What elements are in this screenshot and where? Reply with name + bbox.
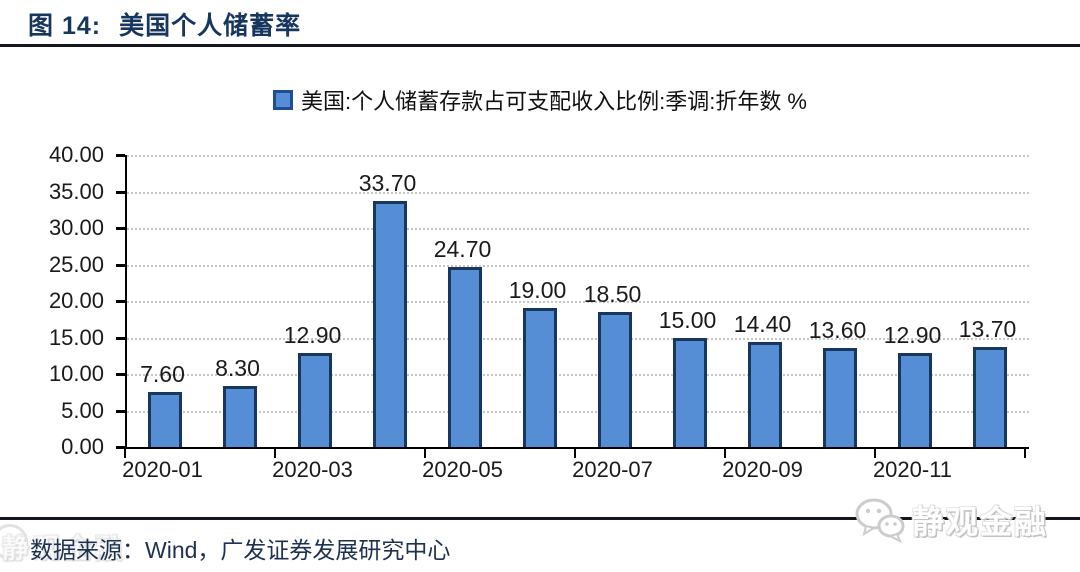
gridline [127,228,1029,230]
bar [897,352,932,447]
x-tick-label: 2020-01 [122,457,203,482]
x-tick-mark [1024,449,1026,458]
x-tick-label: 2020-07 [572,457,653,482]
x-tick-mark [574,449,576,458]
bar [672,337,707,447]
bar-value-label: 13.70 [958,315,1017,342]
bar-value-label: 14.40 [733,310,792,337]
bar-value-label: 13.60 [808,316,867,343]
x-tick-mark [124,449,126,458]
chart-legend: 美国:个人储蓄存款占可支配收入比例:季调:折年数 % [0,87,1080,114]
y-tick-label: 35.00 [48,178,104,204]
bar [372,201,407,447]
bar-value-label: 19.00 [508,277,567,304]
figure-number-label: 图 14: [28,12,102,40]
y-tick-label: 25.00 [48,251,104,277]
bar [147,391,182,447]
y-tick-label: 10.00 [48,361,104,386]
y-tick-mark [116,190,125,194]
bar-value-label: 12.90 [883,321,942,348]
watermark-ghost-text: 静观金融 [2,534,126,564]
gridline [127,337,1029,340]
y-tick-mark [116,227,125,230]
bar [447,266,482,447]
bar-value-label: 18.50 [583,280,642,307]
bar [297,352,332,447]
gridline [127,191,1029,194]
bar-value-label: 8.30 [215,355,260,382]
y-tick-label: 15.00 [48,324,104,350]
y-tick-mark [116,336,125,340]
y-tick-label: 30.00 [48,215,104,240]
bar-value-label: 15.00 [658,306,717,333]
x-tick-label: 2020-05 [422,457,503,482]
y-tick-label: 5.00 [61,397,104,423]
y-tick-mark [116,154,125,157]
y-tick-mark [116,300,125,303]
bar-value-label: 33.70 [358,169,417,196]
x-tick-mark [424,449,426,458]
x-tick-label: 2020-11 [872,457,953,482]
bar-value-label: 24.70 [433,235,492,262]
legend-swatch-icon [272,90,293,110]
y-tick-label: 0.00 [61,434,104,459]
bar [222,386,257,447]
footer-divider-rule [0,517,1080,520]
x-tick-mark [874,449,876,458]
bar [747,341,782,447]
y-tick-mark [116,409,125,413]
gridline [127,155,1029,157]
legend-series-label: 美国:个人储蓄存款占可支配收入比例:季调:折年数 % [300,89,807,114]
gridline [127,264,1029,267]
data-source-text: 数据来源：Wind，广发证券发展研究中心 [30,537,451,563]
x-tick-mark [274,449,276,458]
x-tick-label: 2020-03 [272,457,353,482]
gridline [127,301,1029,303]
gridline [127,410,1029,413]
wechat-icon [855,498,905,543]
y-tick-mark [116,373,125,376]
x-tick-label: 2020-09 [722,457,803,482]
figure-title-text: 美国个人储蓄率 [119,12,302,40]
brand-watermark: 静观金融 [854,497,1048,543]
title-divider-rule [0,44,1080,47]
bar [822,347,857,447]
x-tick-mark [724,449,726,458]
y-tick-label: 40.00 [48,142,104,167]
y-tick-mark [116,446,125,449]
gridline [127,374,1029,376]
watermark-ring [0,524,28,560]
bar [972,347,1007,447]
bar-value-label: 7.60 [140,360,185,387]
bar [597,311,632,447]
bar-value-label: 12.90 [283,321,342,348]
y-tick-label: 20.00 [48,288,104,313]
brand-name-text: 静观金融 [911,504,1048,540]
bar [522,308,557,447]
y-tick-mark [116,263,125,267]
figure-title: 图 14: 美国个人储蓄率 [28,6,301,42]
plot-area [125,155,1029,449]
